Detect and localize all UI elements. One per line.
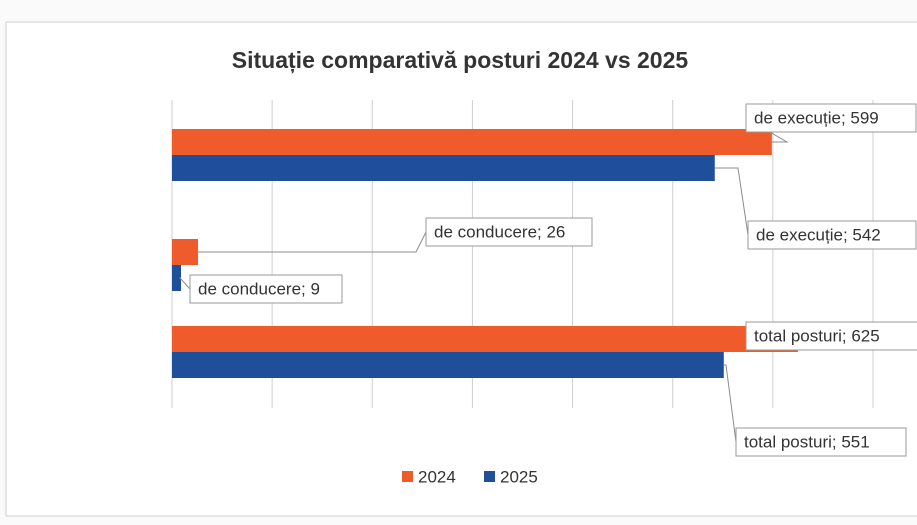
- bar: [172, 239, 199, 265]
- data-label-box: [747, 220, 917, 250]
- bar: [172, 155, 715, 181]
- data-label-box: [745, 103, 917, 133]
- legend-label: 2024: [418, 467, 456, 486]
- bar: [172, 326, 798, 352]
- leader-line: [714, 167, 749, 236]
- data-label-box: [735, 427, 907, 457]
- bar: [172, 265, 182, 291]
- legend-swatch: [402, 471, 413, 482]
- legend-swatch: [484, 471, 495, 482]
- data-label: de execuție; 542: [756, 225, 881, 244]
- data-label: de conducere; 9: [198, 279, 320, 298]
- chart-title: Situație comparativă posturi 2024 vs 202…: [232, 47, 689, 74]
- data-label: total posturi; 625: [754, 326, 880, 345]
- data-label: de conducere; 26: [434, 222, 565, 241]
- leader-line: [723, 364, 737, 443]
- leader-line: [198, 231, 427, 253]
- bar: [172, 352, 724, 378]
- leader-line: [178, 277, 191, 290]
- data-label-box: [745, 321, 917, 351]
- data-label-box: [425, 217, 593, 247]
- data-label: total posturi; 551: [744, 432, 870, 451]
- data-label-box: [189, 274, 343, 304]
- data-label: de execuție; 599: [754, 108, 879, 127]
- legend-label: 2025: [500, 467, 538, 486]
- bar: [172, 129, 772, 155]
